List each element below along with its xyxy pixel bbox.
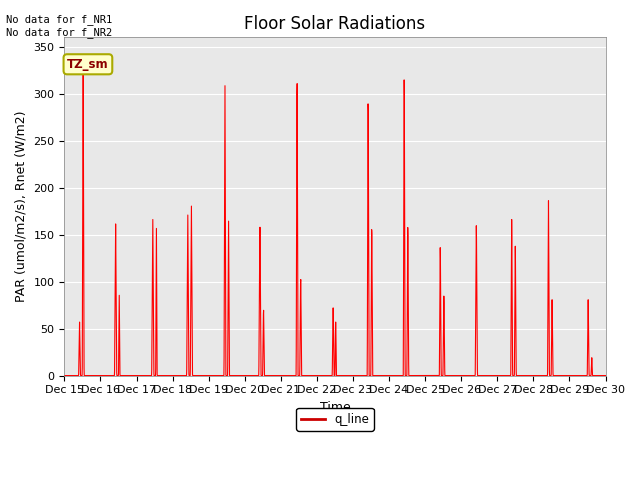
X-axis label: Time: Time bbox=[319, 401, 350, 414]
Title: Floor Solar Radiations: Floor Solar Radiations bbox=[244, 15, 426, 33]
Text: TZ_sm: TZ_sm bbox=[67, 58, 109, 71]
Legend: q_line: q_line bbox=[296, 408, 374, 431]
Y-axis label: PAR (umol/m2/s), Rnet (W/m2): PAR (umol/m2/s), Rnet (W/m2) bbox=[15, 111, 28, 302]
Text: No data for f_NR1
No data for f_NR2: No data for f_NR1 No data for f_NR2 bbox=[6, 14, 113, 38]
